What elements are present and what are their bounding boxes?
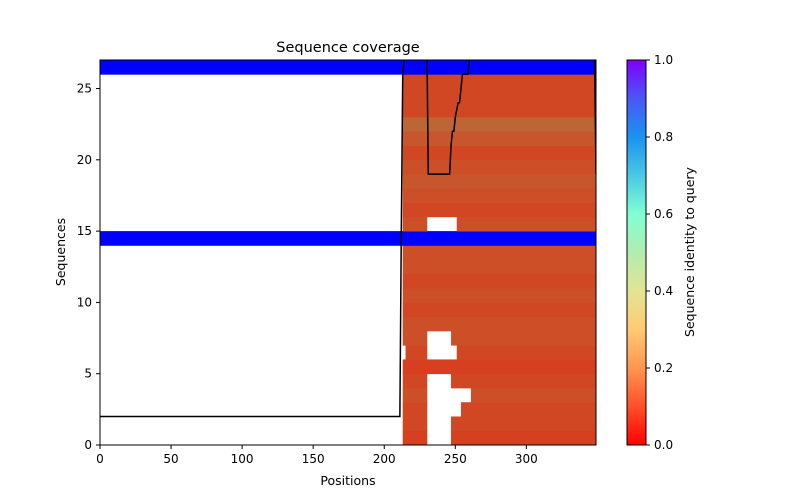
heatmap-cell — [402, 145, 596, 161]
colorbar-ticks: 0.0 0.2 0.4 0.6 0.8 1.0 — [646, 53, 673, 452]
heatmap-cell — [402, 174, 596, 189]
x-tick-label: 150 — [302, 452, 325, 466]
y-tick-label: 20 — [77, 153, 92, 167]
heatmap-cell — [402, 117, 596, 132]
heatmap-cell — [402, 316, 596, 332]
colorbar-tick-label: 0.4 — [654, 284, 673, 298]
heatmap-cell — [402, 102, 596, 118]
x-axis: 0 50 100 150 200 250 300 — [96, 445, 538, 466]
chart-title: Sequence coverage — [276, 40, 420, 56]
heatmap-cell — [402, 330, 428, 346]
coverage-line — [100, 60, 596, 418]
heatmap-cell — [402, 302, 596, 318]
y-tick-label: 25 — [77, 82, 92, 96]
y-tick-label: 5 — [84, 367, 92, 381]
heatmap-cell — [402, 216, 428, 232]
heatmap-cell — [451, 416, 596, 432]
heatmap-cell — [451, 430, 596, 445]
heatmap-cell — [402, 273, 596, 289]
x-axis-label: Positions — [320, 473, 375, 488]
y-tick-label: 15 — [77, 224, 92, 238]
heatmap-cell — [402, 288, 596, 303]
heatmap-cell — [402, 387, 428, 403]
heatmap-cell — [451, 330, 596, 346]
heatmap-cell — [456, 345, 596, 360]
heatmap-cell — [402, 430, 428, 445]
heatmap-cell — [100, 231, 596, 246]
colorbar-tick-label: 0.0 — [654, 438, 673, 452]
heatmap-cell — [405, 345, 428, 360]
colorbar-tick-label: 0.2 — [654, 361, 673, 375]
colorbar: 0.0 0.2 0.4 0.6 0.8 1.0 Sequence identity to … — [626, 53, 697, 452]
heatmap-cell — [402, 74, 596, 89]
heatmap-cell — [402, 159, 596, 175]
y-axis: 0 5 10 15 20 25 — [77, 82, 100, 452]
heatmap-cell — [402, 259, 596, 275]
colorbar-tick-label: 1.0 — [654, 53, 673, 67]
x-tick-label: 50 — [163, 452, 178, 466]
x-tick-label: 200 — [373, 452, 396, 466]
heatmap-cell — [460, 402, 596, 417]
heatmap-cell — [402, 188, 596, 203]
heatmap-cell — [402, 245, 596, 261]
heatmap-cell — [402, 88, 596, 104]
y-tick-label: 10 — [77, 295, 92, 309]
y-axis-label: Sequences — [53, 218, 68, 286]
heatmap-cell — [402, 373, 428, 389]
heatmap-cell — [100, 60, 596, 75]
x-tick-label: 250 — [444, 452, 467, 466]
y-tick-label: 0 — [84, 438, 92, 452]
plot-area: 0 50 100 150 200 250 300 0 5 10 15 20 25 — [77, 59, 597, 466]
x-tick-label: 0 — [96, 452, 104, 466]
heatmap-cells — [100, 60, 596, 445]
colorbar-tick-label: 0.8 — [654, 130, 673, 144]
heatmap-cell — [402, 402, 428, 417]
x-tick-label: 100 — [231, 452, 254, 466]
heatmap-cell — [402, 202, 596, 218]
colorbar-tick-label: 0.6 — [654, 207, 673, 221]
plot-frame — [99, 59, 597, 446]
heatmap-cell — [402, 359, 596, 375]
colorbar-gradient — [626, 59, 647, 446]
colorbar-label: Sequence identity to query — [682, 166, 697, 337]
heatmap-cell — [456, 216, 596, 232]
x-tick-label: 300 — [515, 452, 538, 466]
heatmap-cell — [470, 387, 596, 403]
heatmap-cell — [451, 373, 596, 389]
heatmap-cell — [402, 416, 428, 432]
heatmap-cell — [402, 131, 596, 146]
